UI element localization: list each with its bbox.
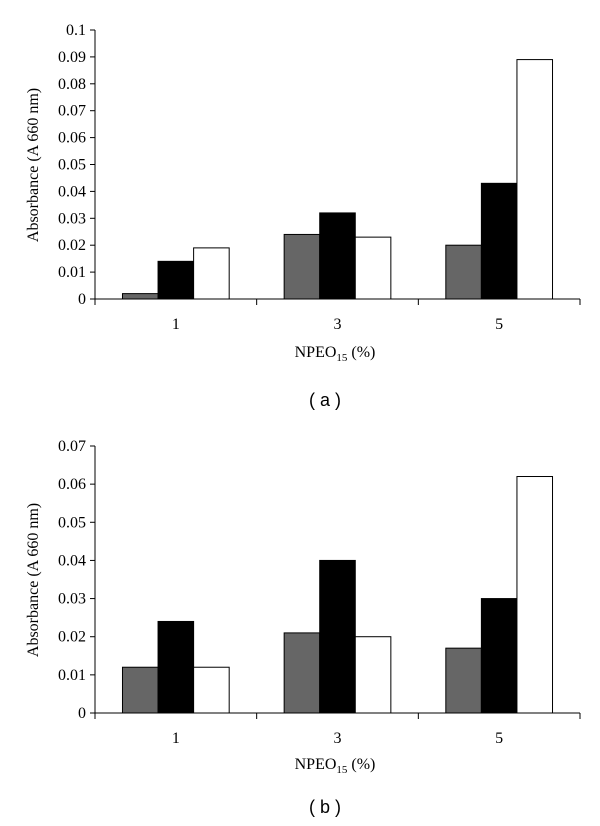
y-tick-label: 0.01 — [58, 264, 86, 281]
bars — [121, 59, 554, 300]
y-tick-label: 0 — [78, 291, 86, 308]
y-tick-label: 0.07 — [58, 103, 86, 120]
x-tick-label: 3 — [334, 316, 342, 333]
y-tick-label: 0.1 — [66, 22, 86, 39]
y-tick-label: 0.07 — [58, 438, 86, 455]
y-tick-label: 0.09 — [58, 49, 86, 66]
bar-white-3 — [354, 636, 392, 714]
bar-gray-3 — [283, 233, 321, 300]
x-axis-title: NPEO15 (%) — [295, 344, 376, 364]
panel-label-a: ( a ) — [309, 390, 341, 410]
bar-white-1 — [193, 247, 230, 300]
bar-gray-5 — [445, 647, 482, 714]
y-tick-label: 0.08 — [58, 76, 86, 93]
bar-gray-1 — [121, 666, 159, 714]
y-tick-label: 0.02 — [58, 237, 86, 254]
bar-black-1 — [157, 620, 195, 714]
bar-gray-3 — [283, 632, 321, 714]
y-tick-label: 0.03 — [58, 210, 86, 227]
bar-white-5 — [516, 59, 554, 300]
chart-a: 0 0.01 0.02 0.03 0.04 0.05 0.06 0.07 0.08 0.09 0.1… — [25, 22, 581, 410]
y-axis-title: Absorbance (A 660 nm) — [25, 503, 42, 657]
y-ticks: 0 0.01 0.02 0.03 0.04 0.05 0.06 0.07 — [58, 438, 95, 722]
y-ticks: 0 0.01 0.02 0.03 0.04 0.05 0.06 0.07 0.08 0.09 0.1 — [58, 22, 95, 308]
chart-b: 0 0.01 0.02 0.03 0.04 0.05 0.06 0.07 1 3 5 Absorb… — [25, 438, 581, 817]
bar-white-5 — [516, 476, 554, 714]
x-ticks: 1 3 5 — [94, 299, 581, 333]
bar-black-3 — [319, 212, 356, 300]
y-tick-label: 0.04 — [58, 552, 86, 569]
x-tick-label: 1 — [172, 730, 180, 747]
x-tick-label: 3 — [334, 730, 342, 747]
bars — [121, 476, 554, 714]
bar-gray-5 — [445, 244, 482, 300]
y-tick-label: 0 — [78, 705, 86, 722]
bar-gray-1 — [121, 293, 159, 300]
y-tick-label: 0.02 — [58, 629, 86, 646]
y-axis-title: Absorbance (A 660 nm) — [25, 88, 42, 242]
x-tick-label: 5 — [495, 730, 503, 747]
panel-label-b: ( b ) — [309, 797, 341, 817]
bar-black-5 — [480, 182, 518, 300]
y-tick-label: 0.04 — [58, 183, 86, 200]
bar-white-1 — [193, 666, 230, 714]
y-tick-label: 0.01 — [58, 667, 86, 684]
x-tick-label: 5 — [495, 316, 503, 333]
y-tick-label: 0.03 — [58, 591, 86, 608]
y-tick-label: 0.06 — [58, 130, 86, 147]
bar-black-3 — [319, 559, 356, 714]
y-tick-label: 0.06 — [58, 476, 86, 493]
y-tick-label: 0.05 — [58, 157, 86, 174]
y-tick-label: 0.05 — [58, 514, 86, 531]
x-tick-label: 1 — [172, 316, 180, 333]
x-axis-title: NPEO15 (%) — [295, 756, 376, 776]
bar-black-1 — [157, 260, 195, 300]
bar-white-3 — [354, 236, 392, 300]
x-ticks: 1 3 5 — [94, 713, 581, 747]
bar-black-5 — [480, 598, 518, 714]
